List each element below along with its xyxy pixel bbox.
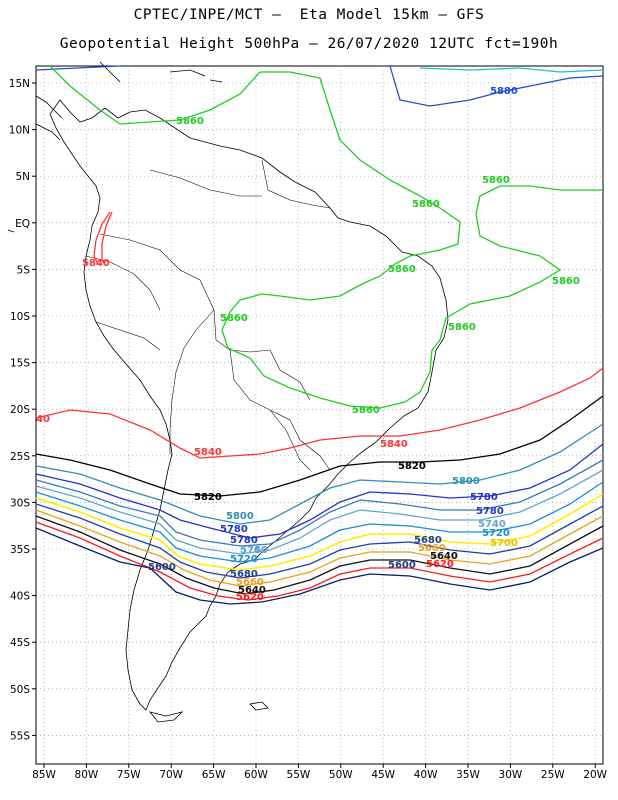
contour-label: 5600 (148, 562, 176, 573)
contour-5840-andes (93, 211, 113, 267)
contour-label: 40 (36, 414, 50, 425)
lat-tick-label: 55S (10, 730, 30, 742)
lon-tick-label: 50W (329, 769, 353, 781)
contour-5900 (419, 67, 604, 73)
lon-tick-label: 20W (583, 769, 607, 781)
contour-label: 5860 (448, 322, 476, 333)
lat-tick-label: EQ (15, 218, 30, 230)
contour-label: 5860 (482, 175, 510, 186)
contour-label: 5780 (220, 524, 248, 535)
contour-label: 5860 (352, 405, 380, 416)
contour-5700 (35, 493, 604, 571)
contour-label: 5680 (230, 569, 258, 580)
contour-5600 (35, 527, 604, 605)
contour-label: 5780 (476, 506, 504, 517)
contour-label: 5720 (230, 554, 258, 565)
latitude-labels: 15N 10N 5N EQ 5S 10S 15S 20S 25S 30S 35S 40S 45S 50S 5… (9, 78, 31, 742)
lat-tick-label: 15S (10, 358, 30, 370)
graticule (36, 66, 603, 764)
contour-label: 5880 (490, 86, 518, 97)
contour-labels: 5880 5860 5860 5860 5860 5860 5860 5860 5860 5840… (36, 86, 580, 603)
lon-tick-label: 25W (541, 769, 565, 781)
contour-label: 5800 (226, 511, 254, 522)
lon-tick-label: 40W (414, 769, 438, 781)
lon-tick-label: 45W (371, 769, 395, 781)
contour-5680 (35, 503, 604, 579)
contour-label: 5620 (426, 559, 454, 570)
contour-label: 5860 (552, 276, 580, 287)
lat-tick-label: 45S (10, 637, 30, 649)
contour-label: 5780 (230, 535, 258, 546)
contour-5820 (35, 395, 604, 497)
contour-label: 5760 (240, 545, 268, 556)
lon-tick-label: 55W (287, 769, 311, 781)
contour-label: 5600 (388, 560, 416, 571)
lon-tick-label: 60W (244, 769, 268, 781)
contour-label: 5840 (380, 439, 408, 450)
lon-tick-label: 80W (75, 769, 99, 781)
map-subtitle: Geopotential Height 500hPa – 26/07/2020 … (59, 36, 559, 52)
contour-label: 5640 (430, 551, 458, 562)
contour-label: 5740 (478, 519, 506, 530)
contour-label: 5820 (194, 492, 222, 503)
lat-tick-label: 15N (9, 78, 30, 90)
contour-label: 5860 (388, 264, 416, 275)
lon-tick-label: 65W (202, 769, 226, 781)
contour-label: 5660 (236, 577, 264, 588)
map-frame (35, 65, 604, 765)
coastlines (7, 61, 449, 723)
contour-5860 (49, 65, 603, 409)
lat-tick-label: 20S (10, 404, 30, 416)
axis-ticks (32, 82, 596, 768)
height-contours (35, 65, 604, 605)
contour-5660 (35, 509, 604, 587)
contour-5780 (35, 443, 604, 539)
contour-label: 5680 (414, 535, 442, 546)
map-title: CPTEC/INPE/MCT – Eta Model 15km – GFS (133, 7, 485, 23)
lat-tick-label: 25S (10, 451, 30, 463)
contour-5720 (35, 481, 604, 563)
contour-label: 5860 (176, 116, 204, 127)
lon-tick-label: 75W (117, 769, 141, 781)
national-borders (85, 159, 331, 471)
contour-label: 5700 (490, 538, 518, 549)
contour-5620 (35, 521, 604, 601)
contour-label: 5800 (452, 476, 480, 487)
contour-5640 (35, 515, 604, 595)
contour-label: 5820 (398, 461, 426, 472)
contour-label: 5840 (82, 258, 110, 269)
contour-label: 5860 (412, 199, 440, 210)
lat-tick-label: 5N (15, 171, 30, 183)
contour-5740 (35, 469, 604, 555)
contour-5760 (35, 459, 604, 547)
lat-tick-label: 5S (17, 264, 31, 276)
contour-label: 5640 (238, 585, 266, 596)
lat-tick-label: 40S (10, 591, 30, 603)
contour-label: 5840 (194, 447, 222, 458)
lat-tick-label: 30S (10, 497, 30, 509)
contour-label: 5620 (236, 592, 264, 603)
contour-5840 (35, 367, 604, 459)
longitude-labels: 85W 80W 75W 70W 65W 60W 55W 50W 45W 40W 35W 30W 25W 2… (32, 769, 608, 781)
lat-tick-label: 10S (10, 311, 30, 323)
lat-tick-label: 10N (9, 125, 30, 137)
contour-label: 5660 (418, 543, 446, 554)
contour-5880 (35, 65, 604, 107)
lat-tick-label: 35S (10, 544, 30, 556)
lat-tick-label: 50S (10, 684, 30, 696)
contour-label: 5740 (240, 545, 268, 556)
contour-label: 5860 (220, 313, 248, 324)
lon-tick-label: 70W (159, 769, 183, 781)
lon-tick-label: 85W (32, 769, 56, 781)
contour-label: 5720 (482, 528, 510, 539)
lon-tick-label: 35W (456, 769, 480, 781)
contour-label: 5780 (470, 492, 498, 503)
contour-5800 (35, 423, 604, 525)
lon-tick-label: 30W (499, 769, 523, 781)
